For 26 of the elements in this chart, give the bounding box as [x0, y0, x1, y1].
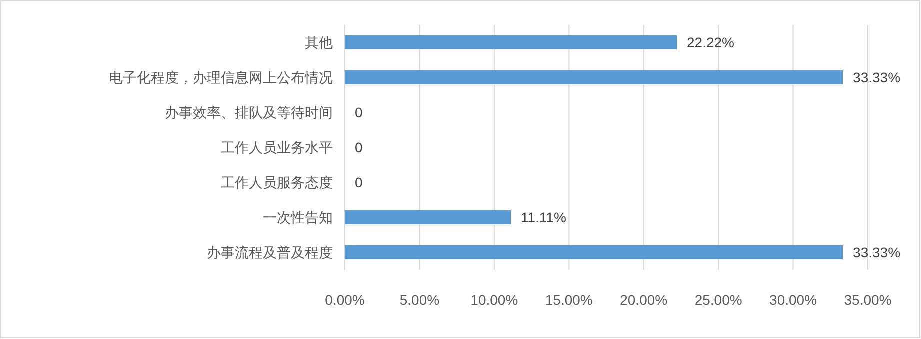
- bar: [345, 246, 844, 260]
- y-tick-label: 办事流程及普及程度: [207, 244, 333, 260]
- y-tick-label: 一次性告知: [263, 210, 333, 226]
- data-label: 22.22%: [687, 34, 735, 50]
- bar: [345, 70, 844, 84]
- x-tick-label: 35.00%: [844, 292, 892, 308]
- data-label: 0: [355, 104, 363, 120]
- y-tick-label: 工作人员业务水平: [221, 140, 333, 156]
- y-tick-label: 工作人员服务态度: [221, 174, 333, 190]
- x-tick-label: 5.00%: [400, 292, 440, 308]
- x-tick-label: 25.00%: [694, 292, 742, 308]
- y-tick-label: 电子化程度，办理信息网上公布情况: [109, 70, 333, 86]
- y-tick-label: 其他: [305, 34, 333, 50]
- x-tick-label: 15.00%: [545, 292, 593, 308]
- x-tick-label: 0.00%: [325, 292, 365, 308]
- data-label: 11.11%: [521, 210, 566, 226]
- data-label: 33.33%: [853, 244, 901, 260]
- x-tick-label: 30.00%: [770, 292, 818, 308]
- data-label: 0: [355, 174, 363, 190]
- x-tick-label: 10.00%: [470, 292, 518, 308]
- bar: [345, 210, 512, 224]
- y-tick-label: 办事效率、排队及等待时间: [165, 104, 333, 120]
- data-label: 33.33%: [853, 70, 901, 86]
- x-tick-label: 20.00%: [620, 292, 668, 308]
- data-label: 0: [355, 140, 363, 156]
- bar: [345, 36, 678, 50]
